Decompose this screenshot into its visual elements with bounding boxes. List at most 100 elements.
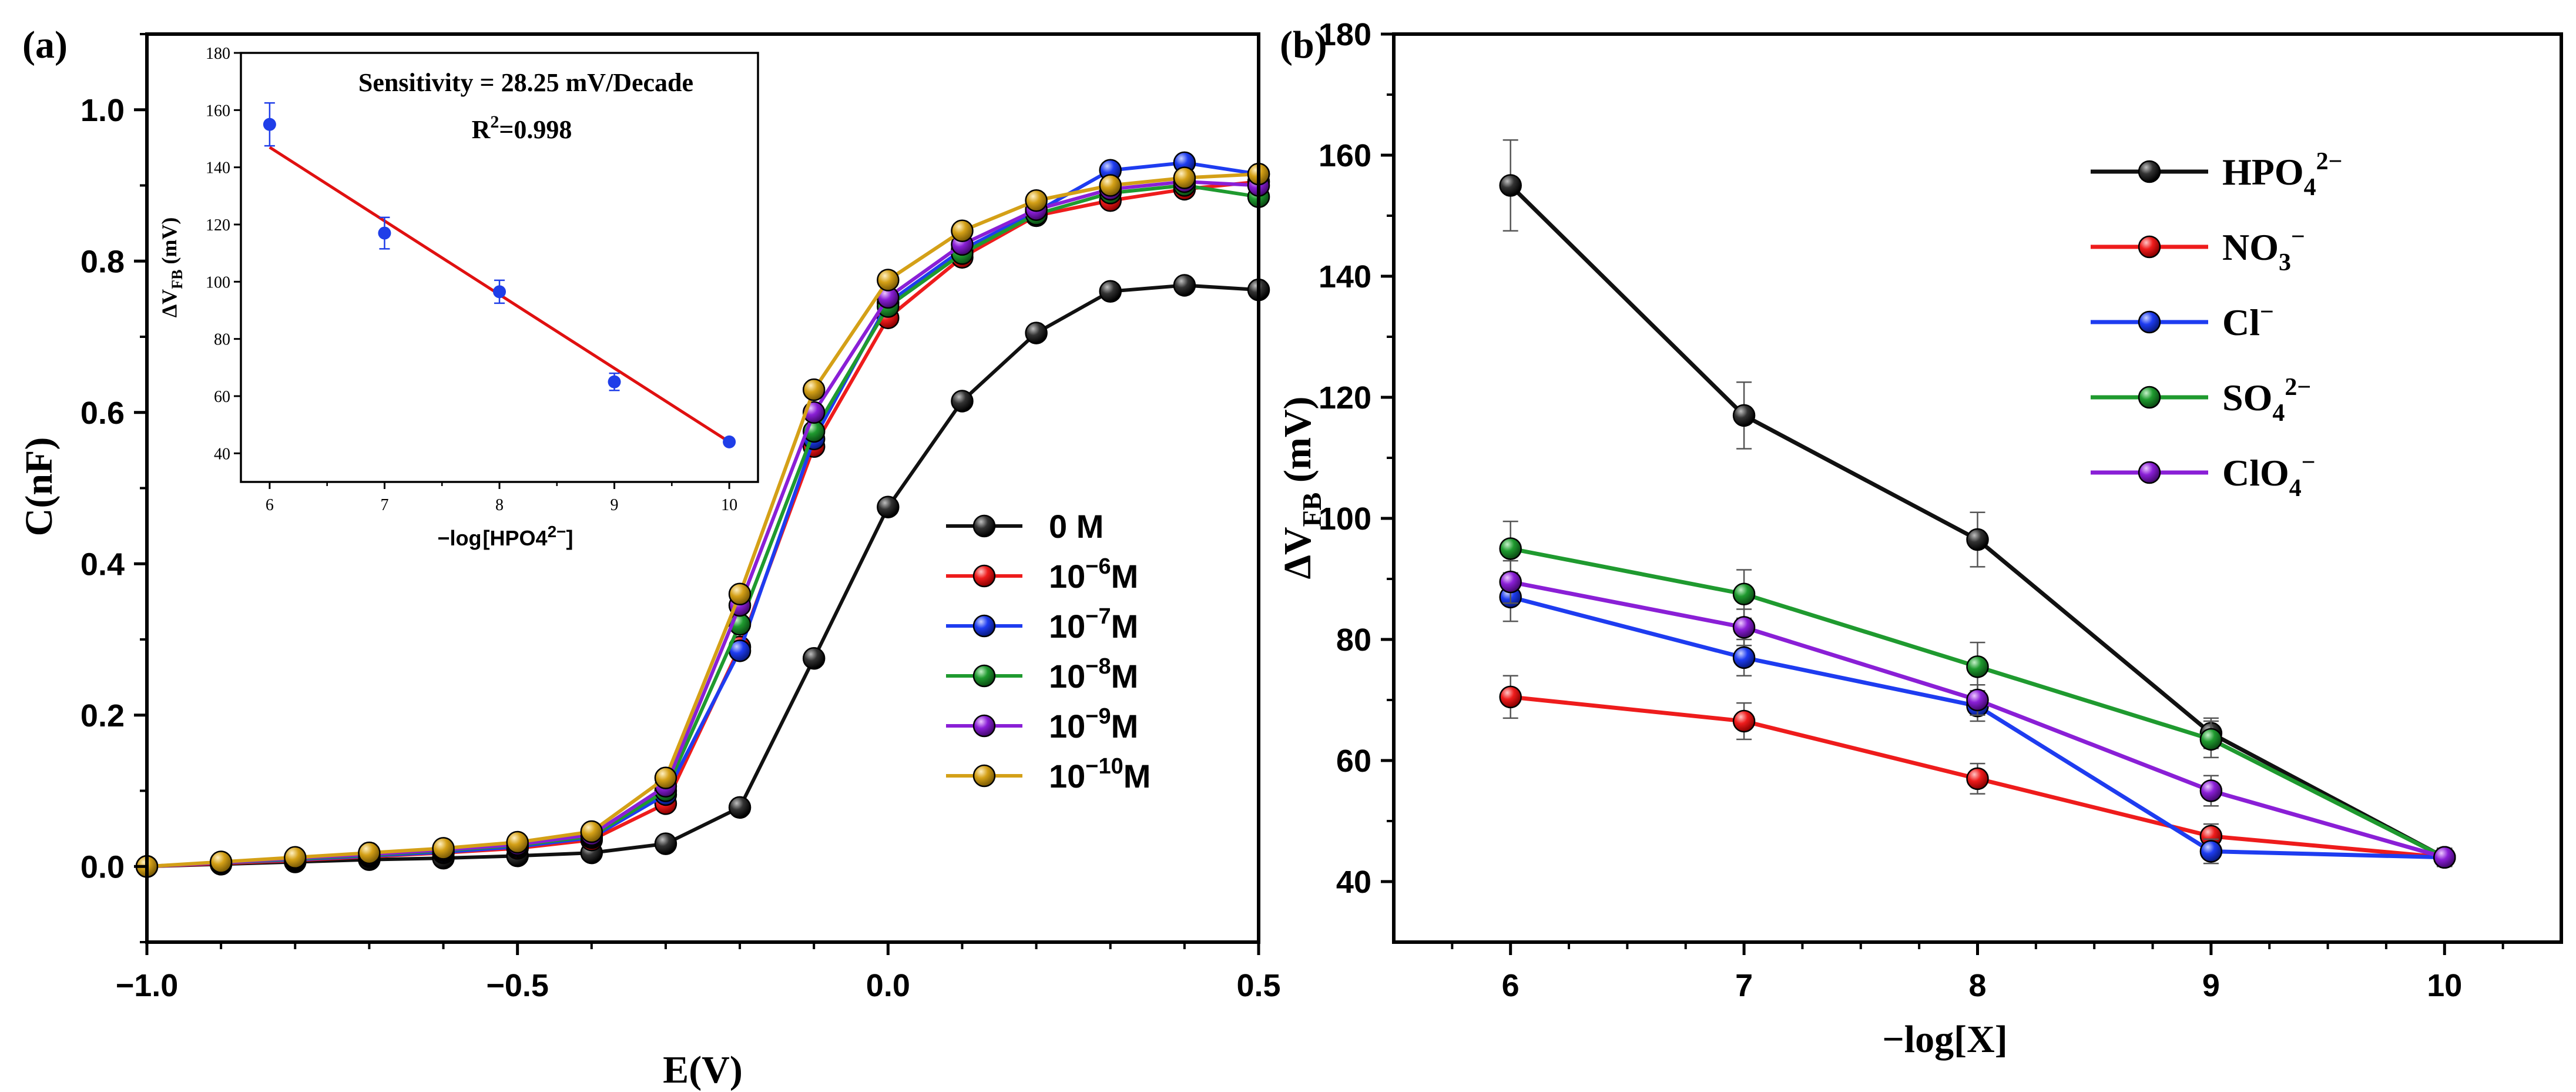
- panel-a-point: [1173, 274, 1196, 297]
- panel-a-ytick-label: 0.0: [80, 849, 125, 885]
- panel-a-point: [1025, 189, 1048, 212]
- inset-r2-text: R2=0.998: [472, 112, 572, 144]
- panel-a-point: [654, 766, 677, 789]
- panel-a-legend-label-base: 10: [1049, 658, 1085, 695]
- panel-a-series-line: [146, 172, 1259, 869]
- panel-b-legend-swatch-marker: [2138, 160, 2161, 183]
- panel-a-point: [802, 378, 826, 401]
- panel-a-legend-item: 10−9M: [946, 704, 1138, 745]
- panel-a: (a) −1.0 −0.5 0.0 0.5 0.0 0.2 0.4 0.6 0.8 1.0 C(n…: [18, 24, 1281, 1091]
- panel-b-legend-item: HPO42−: [2091, 148, 2343, 201]
- panel-a-xtick-label: −0.5: [486, 968, 549, 1003]
- inset-xtick-label: 7: [380, 496, 388, 514]
- panel-a-point: [432, 837, 455, 860]
- panel-b-ytick-label: 60: [1336, 743, 1371, 779]
- panel-a-legend-label: 10−9M: [1049, 704, 1138, 745]
- panel-b-legend-swatch-marker: [2138, 310, 2161, 334]
- panel-b-series: [1499, 139, 2456, 869]
- panel-a-legend-label-exp: −7: [1085, 604, 1111, 629]
- panel-a-legend-label-exp: −8: [1085, 654, 1111, 679]
- panel-b-series-4: [1499, 560, 2456, 869]
- panel-b-legend-swatch-marker: [2138, 235, 2161, 259]
- panel-b-legend-item: SO42−: [2091, 374, 2311, 427]
- panel-a-legend-label-suffix: M: [1111, 558, 1139, 595]
- panel-b-point: [2433, 846, 2456, 869]
- panel-b-plot-frame: [1392, 32, 2563, 944]
- panel-a-legend-label-base: 10: [1049, 758, 1085, 795]
- panel-b-ylabel-pre: ΔV: [1276, 527, 1319, 579]
- panel-b-legend-item: NO3−: [2091, 223, 2305, 276]
- inset-ytick-label: 80: [214, 331, 230, 349]
- inset-xlabel-bracket-open: [: [483, 526, 490, 550]
- panel-b-legend-label-exp: −: [2260, 299, 2274, 326]
- panel-b-point: [1499, 537, 1522, 560]
- panel-a-point: [654, 832, 677, 855]
- panel-a-xtick-label: −1.0: [116, 968, 179, 1003]
- inset-ytick-label: 160: [206, 102, 230, 120]
- inset-point: [493, 285, 506, 299]
- panel-a-legend-label-exp: −10: [1085, 754, 1123, 779]
- panel-a-point: [580, 820, 603, 843]
- panel-a-point: [209, 850, 233, 873]
- panel-a-series: [135, 151, 1270, 878]
- panel-a-point: [877, 269, 900, 292]
- panel-b-point: [2199, 728, 2223, 751]
- panel-a-xtick-label: 0.0: [866, 968, 910, 1003]
- panel-b-ylabel: ΔVFB (mV): [1276, 397, 1327, 580]
- inset-xlabel-inner: HPO4: [490, 526, 548, 550]
- panel-a-legend-label: 10−7M: [1049, 604, 1138, 645]
- panel-a-legend-item: 10−6M: [946, 554, 1138, 595]
- panel-b-legend-swatch-marker: [2138, 461, 2161, 484]
- panel-b-point: [1966, 767, 1989, 790]
- inset-xtick-label: 6: [266, 496, 274, 514]
- panel-b-legend-label-base: Cl: [2222, 302, 2260, 343]
- panel-a-series-line: [146, 283, 1259, 869]
- inset-xtick-label: 10: [721, 496, 737, 514]
- inset-point: [723, 435, 736, 448]
- panel-a-legend-label-base: 10: [1049, 608, 1085, 645]
- panel-a-point: [1025, 321, 1048, 344]
- panel-a-legend-label-suffix: M: [1111, 708, 1139, 745]
- panel-b-xtick-label: 7: [1735, 968, 1753, 1003]
- inset-xlabel-exp: 2−: [548, 522, 566, 541]
- panel-a-legend-label: 10−10M: [1049, 754, 1151, 795]
- inset-ytick-label: 120: [206, 216, 230, 235]
- panel-b-legend-label-base: NO: [2222, 226, 2279, 268]
- panel-a-label: (a): [22, 24, 68, 66]
- panel-a-legend-item: 10−10M: [946, 754, 1151, 795]
- panel-a-ytick-label: 0.6: [80, 396, 125, 431]
- panel-b-series-0: [1499, 139, 2456, 869]
- inset-r2-exp: 2: [490, 112, 499, 132]
- panel-b-ytick-label: 40: [1336, 865, 1371, 900]
- panel-a-ytick-label: 0.8: [80, 244, 125, 279]
- panel-b-xtick-label: 8: [1968, 968, 1986, 1003]
- panel-b-legend-label-exp: 2−: [2316, 148, 2343, 175]
- panel-b-axes: 6 7 8 9 10 40 60 80 100 120 140 160 180: [1319, 17, 2504, 1003]
- inset-axes: 6 7 8 9 10 40 60 80 100 120 140 160 180: [206, 45, 737, 514]
- panel-b-point: [1732, 404, 1756, 427]
- panel-a-legend-item: 0 M: [946, 508, 1103, 545]
- panel-a-point: [728, 796, 752, 819]
- panel-b-point: [1966, 655, 1989, 678]
- panel-b-point: [2199, 840, 2223, 863]
- panel-a-point: [1099, 280, 1122, 303]
- panel-a-point: [951, 390, 974, 413]
- panel-a-legend-swatch-marker: [972, 514, 996, 538]
- panel-a-point: [284, 846, 307, 869]
- panel-a-point: [358, 841, 381, 865]
- panel-a-legend-swatch-marker: [972, 664, 996, 688]
- panel-a-point: [1099, 174, 1122, 197]
- panel-a-legend-item: 10−8M: [946, 654, 1138, 695]
- panel-a-legend-label-exp: −9: [1085, 704, 1111, 729]
- inset-xlabel-pre: −log: [438, 526, 482, 550]
- panel-b-legend-label: ClO4−: [2222, 449, 2316, 502]
- panel-a-ytick-label: 0.4: [80, 547, 125, 582]
- panel-b-legend-label-exp: −: [2302, 449, 2316, 476]
- inset-ytick-label: 40: [214, 445, 230, 463]
- panel-b-legend-label-sub: 4: [2272, 400, 2285, 427]
- panel-a-xlabel: E(V): [663, 1049, 743, 1091]
- inset-ylabel-sub: FB: [169, 270, 186, 289]
- inset-series: [263, 102, 736, 448]
- panel-a-legend-label-base: 10: [1049, 558, 1085, 595]
